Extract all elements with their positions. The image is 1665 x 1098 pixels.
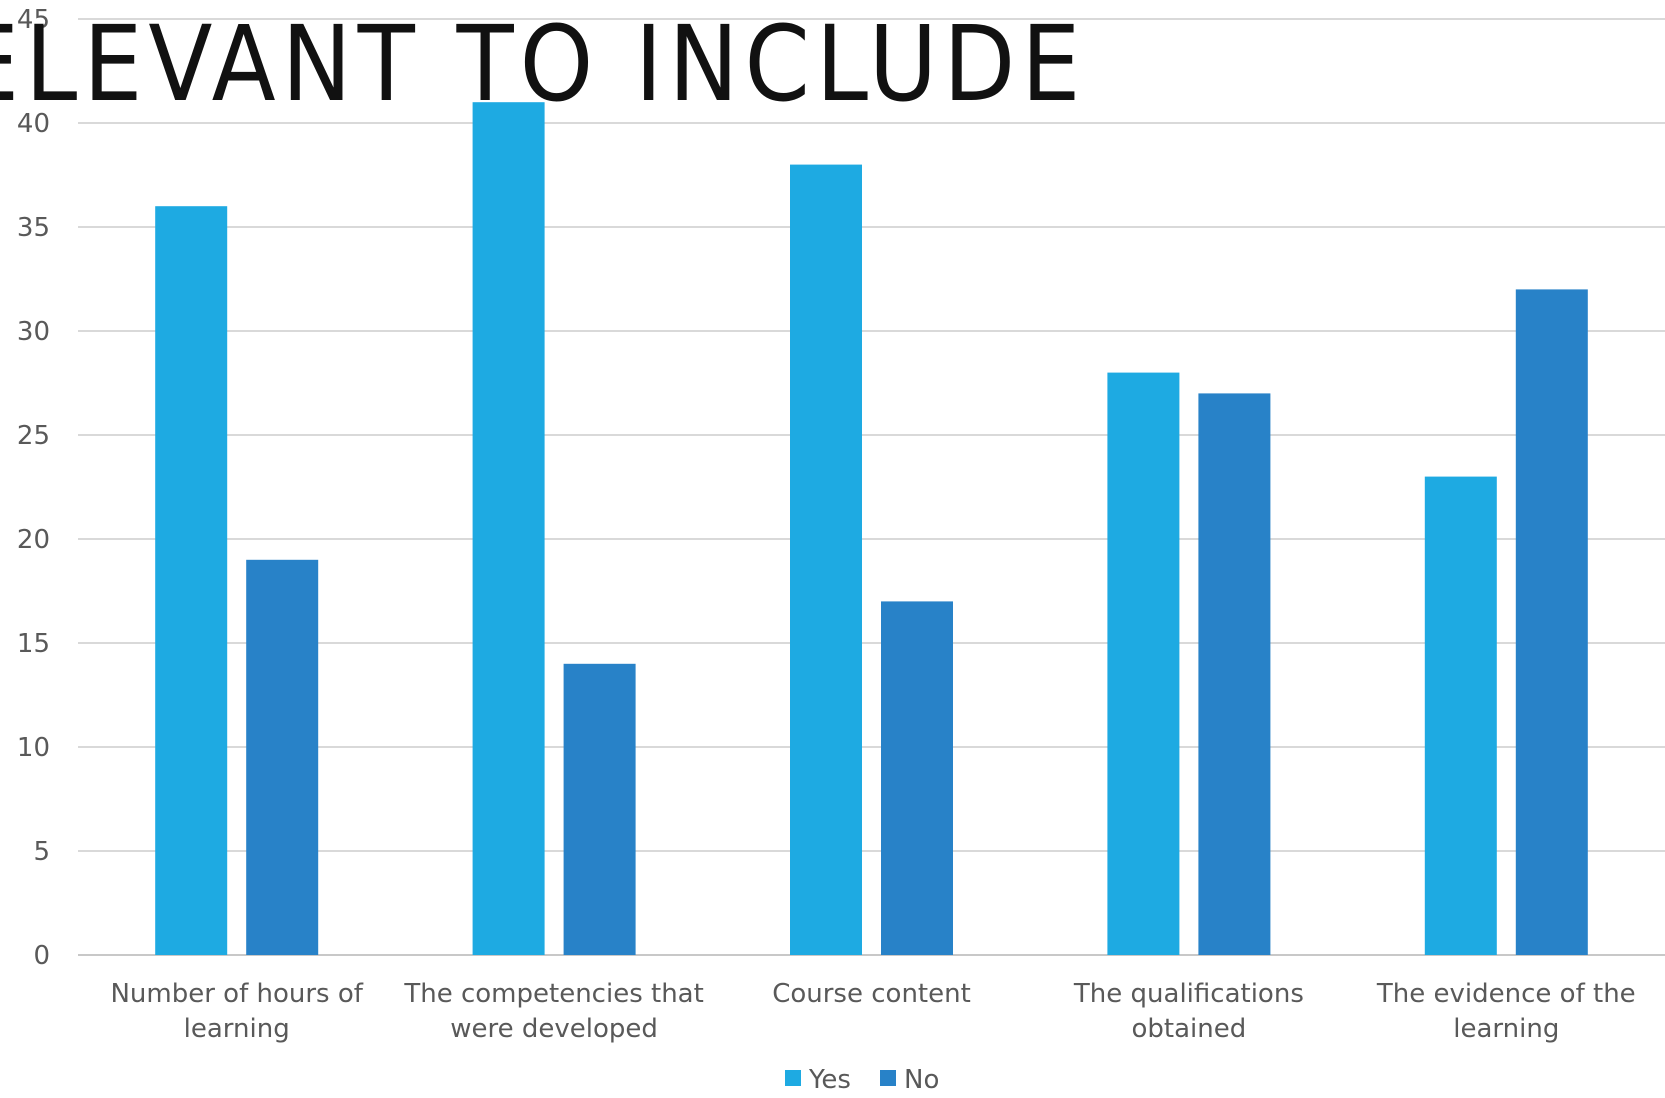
x-category-label: The evidence of the learning [1376, 979, 1636, 1044]
bar-no-3 [881, 601, 953, 955]
y-tick-label: 10 [17, 733, 50, 763]
bar-no-2 [563, 663, 636, 955]
bar-no-4 [1198, 393, 1271, 955]
chart-title: ELEVANT TO INCLUDE [0, 3, 1086, 125]
bar-yes-4 [1107, 372, 1180, 956]
bar-yes-3 [790, 164, 862, 956]
bar-yes-1 [155, 206, 228, 955]
y-tick-label: 40 [17, 109, 50, 139]
bars [155, 102, 1588, 956]
x-category-label: The competencies that were developed [403, 979, 703, 1044]
y-axis-tick-labels: 0 5 10 15 20 25 30 35 40 45 [17, 5, 50, 971]
legend-label-yes: Yes [808, 1065, 851, 1095]
legend-label-no: No [904, 1065, 939, 1095]
gridlines [78, 18, 1665, 956]
y-tick-label: 45 [17, 5, 50, 35]
x-category-label: Course content [772, 979, 971, 1009]
bar-yes-5 [1424, 476, 1497, 955]
y-tick-label: 30 [17, 317, 50, 347]
y-tick-label: 15 [17, 629, 50, 659]
x-category-label: Number of hours of learning [110, 979, 363, 1044]
x-axis-category-labels: Number of hours of learning The competenci… [110, 979, 1635, 1044]
y-tick-label: 5 [33, 837, 50, 867]
y-tick-label: 0 [33, 941, 50, 971]
bar-yes-2 [472, 102, 545, 955]
x-category-label: The qualifications obtained [1073, 979, 1304, 1044]
y-tick-label: 20 [17, 525, 50, 555]
legend: Yes No [785, 1065, 939, 1095]
bar-no-1 [246, 559, 319, 955]
y-tick-label: 25 [17, 421, 50, 451]
legend-swatch-yes [785, 1070, 801, 1086]
bar-no-5 [1515, 289, 1588, 955]
y-tick-label: 35 [17, 213, 50, 243]
legend-swatch-no [880, 1070, 896, 1086]
